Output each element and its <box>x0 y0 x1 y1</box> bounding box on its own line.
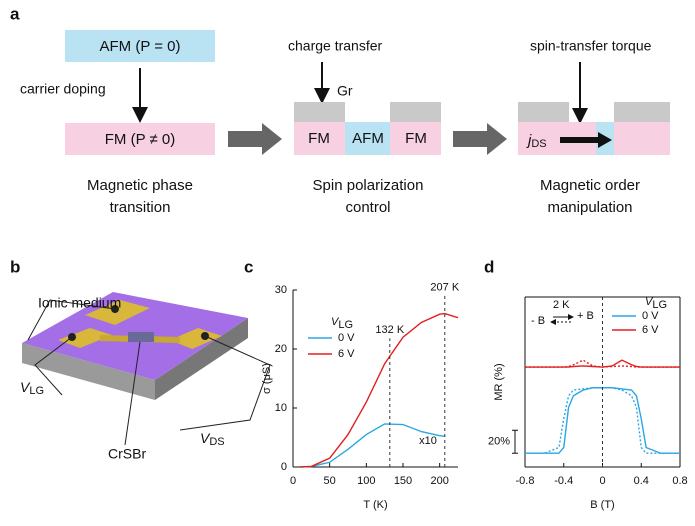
x-axis-label: T (K) <box>363 499 387 511</box>
panel-label: a <box>10 4 20 23</box>
afm-region <box>345 122 390 155</box>
afm-label: AFM (P = 0) <box>100 38 181 55</box>
panel-label: d <box>484 257 494 276</box>
y-axis-label: MR (%) <box>493 363 505 400</box>
legend-title-symbol: V <box>331 316 340 328</box>
wire <box>27 299 116 396</box>
panel-label: b <box>10 257 20 276</box>
material-label: CrSBr <box>108 446 146 462</box>
voltage-subscript: LG <box>29 385 44 397</box>
panel-label: c <box>244 257 253 276</box>
scale-note: x10 <box>419 435 437 447</box>
graphene <box>294 102 345 122</box>
x-tick-label: 200 <box>430 475 448 487</box>
caption: manipulation <box>547 199 632 216</box>
drain-voltage: VDS <box>200 430 225 448</box>
wire <box>179 335 271 431</box>
annotation-label: 132 K <box>375 324 404 336</box>
legend-label: 0 V <box>642 310 659 322</box>
x-tick-label: -0.4 <box>554 475 573 487</box>
voltage-subscript: DS <box>209 436 224 448</box>
flake <box>128 332 154 342</box>
x-tick-label: 0.4 <box>634 475 649 487</box>
legend-title-symbol: V <box>645 296 654 308</box>
x-tick-label: 0 <box>290 475 296 487</box>
data-line <box>300 423 445 468</box>
graphene <box>614 102 670 122</box>
scale-bar-label: 20% <box>488 436 510 448</box>
caption: transition <box>110 199 171 216</box>
y-tick-label: 30 <box>275 284 287 296</box>
caption: control <box>345 199 390 216</box>
data-line <box>300 312 459 468</box>
x-tick-label: -0.8 <box>516 475 535 487</box>
gate-pad <box>85 300 150 325</box>
current-subscript: DS <box>531 138 546 150</box>
block-label: AFM <box>352 130 384 147</box>
voltage-symbol: V <box>200 430 211 446</box>
y-axis-label: σ (μS) <box>261 363 273 394</box>
caption: Magnetic order <box>540 177 640 194</box>
current-arrow <box>560 132 612 148</box>
gate-voltage: VLG <box>20 379 44 397</box>
current-symbol: j <box>526 132 532 149</box>
block-label: FM <box>308 130 330 147</box>
y-tick-label: 10 <box>275 402 287 414</box>
fm-box <box>65 123 215 155</box>
sweep-label: - B <box>531 315 545 327</box>
y-tick-label: 20 <box>275 343 287 355</box>
x-axis-label: B (T) <box>590 499 614 511</box>
graphene-label: Gr <box>337 83 353 99</box>
legend-label: 0 V <box>338 332 355 344</box>
caption: Magnetic phase <box>87 177 193 194</box>
electrode <box>170 328 222 349</box>
legend-title: VLG <box>331 316 353 331</box>
substrate-side <box>155 318 248 400</box>
legend-label: 6 V <box>338 348 355 360</box>
temperature: 2 K <box>553 299 570 311</box>
legend-label: 6 V <box>642 324 659 336</box>
current-label: jDS <box>526 132 547 150</box>
graphene <box>518 102 569 122</box>
sweep-label: + B <box>577 310 594 322</box>
ionic-medium: Ionic medium <box>38 295 121 311</box>
x-tick-label: 100 <box>357 475 375 487</box>
legend-title-subscript: LG <box>652 299 667 311</box>
x-tick-label: 50 <box>324 475 336 487</box>
leader-line <box>124 341 141 446</box>
legend-title-subscript: LG <box>338 319 353 331</box>
process-arrow <box>453 123 507 155</box>
voltage-symbol: V <box>20 379 31 395</box>
process-arrow <box>228 123 282 155</box>
graphene <box>390 102 441 122</box>
charge-transfer: charge transfer <box>288 38 382 54</box>
annotation-label: 207 K <box>430 282 459 294</box>
x-tick-label: 0 <box>599 475 605 487</box>
fm-label: FM (P ≠ 0) <box>105 131 175 148</box>
legend-title: VLG <box>645 296 667 311</box>
scale-bar <box>512 429 518 454</box>
y-tick-label: 0 <box>281 461 287 473</box>
x-tick-label: 150 <box>394 475 412 487</box>
substrate-side <box>22 343 155 400</box>
x-tick-label: 0.8 <box>672 475 687 487</box>
spin-transfer-torque: spin-transfer torque <box>530 38 652 54</box>
data-line <box>525 359 680 368</box>
block-label: FM <box>405 130 427 147</box>
carrier-doping: carrier doping <box>20 81 106 97</box>
afm-box <box>65 30 215 62</box>
caption: Spin polarization <box>313 177 424 194</box>
electrode <box>58 328 112 348</box>
